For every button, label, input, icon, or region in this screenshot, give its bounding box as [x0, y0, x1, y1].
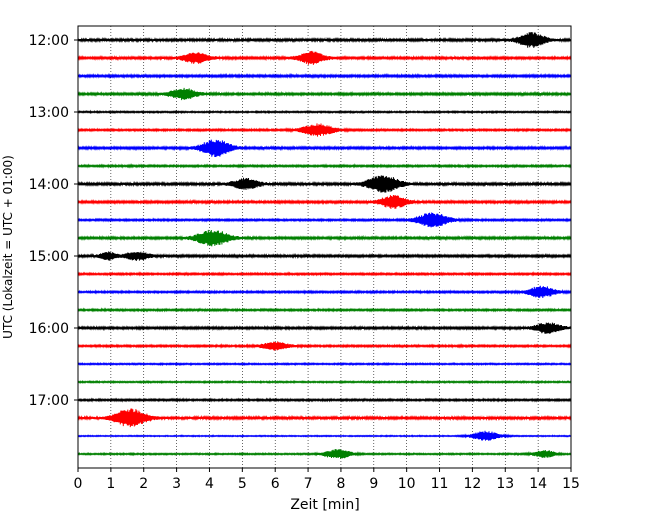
- trace-1300: [77, 109, 572, 115]
- x-tick-label-3: 3: [172, 476, 181, 492]
- trace-1645: [77, 379, 572, 385]
- plot-frame: [77, 25, 572, 469]
- y-axis-label: UTC (Lokalzeit = UTC + 01:00): [1, 155, 15, 339]
- trace-1315: [77, 123, 572, 137]
- trace-layer: [77, 32, 572, 459]
- trace-1730: [77, 430, 572, 441]
- trace-1745: [77, 449, 572, 459]
- trace-1530: [77, 285, 572, 299]
- trace-1330: [77, 139, 572, 158]
- trace-1400: [77, 175, 572, 193]
- trace-1515: [77, 271, 572, 277]
- trace-1215: [77, 50, 572, 65]
- trace-1700: [77, 397, 572, 403]
- y-tick-label-15:00: 15:00: [29, 249, 69, 265]
- y-tick-label-16:00: 16:00: [29, 321, 69, 337]
- y-ticks: 12:00 13:00 14:00 15:00 16:00 17:00: [29, 33, 78, 409]
- y-tick-label-14:00: 14:00: [29, 177, 69, 193]
- trace-1430: [77, 212, 572, 228]
- x-tick-label-2: 2: [139, 476, 148, 492]
- trace-1500: [77, 251, 572, 261]
- x-axis-label: Zeit [min]: [290, 497, 359, 513]
- x-tick-label-7: 7: [304, 476, 313, 492]
- x-tick-label-10: 10: [398, 476, 416, 492]
- y-tick-label-12:00: 12:00: [29, 33, 69, 49]
- y-tick-label-17:00: 17:00: [29, 393, 69, 409]
- x-tick-label-1: 1: [106, 476, 115, 492]
- x-tick-label-5: 5: [238, 476, 247, 492]
- trace-1615: [77, 341, 572, 351]
- trace-1715: [77, 408, 572, 428]
- trace-1200: [77, 32, 572, 48]
- x-tick-label-11: 11: [431, 476, 449, 492]
- trace-1445: [77, 229, 572, 247]
- trace-1245: [77, 87, 572, 101]
- trace-1600: [77, 322, 572, 334]
- x-tick-label-4: 4: [205, 476, 214, 492]
- trace-1545: [77, 307, 572, 313]
- trace-1630: [77, 361, 572, 367]
- x-tick-label-14: 14: [529, 476, 547, 492]
- x-tick-label-6: 6: [271, 476, 280, 492]
- x-ticks: 0 1 2 3 4 5 6 7 8 9 10 11 12 13 14 15: [74, 468, 580, 492]
- x-tick-label-15: 15: [562, 476, 580, 492]
- trace-1345: [77, 163, 572, 169]
- trace-1415: [77, 194, 572, 209]
- x-tick-label-13: 13: [496, 476, 514, 492]
- x-tick-label-9: 9: [369, 476, 378, 492]
- x-tick-label-0: 0: [74, 476, 83, 492]
- trace-1230: [77, 72, 572, 80]
- y-tick-label-13:00: 13:00: [29, 105, 69, 121]
- x-tick-label-8: 8: [336, 476, 345, 492]
- x-tick-label-12: 12: [463, 476, 481, 492]
